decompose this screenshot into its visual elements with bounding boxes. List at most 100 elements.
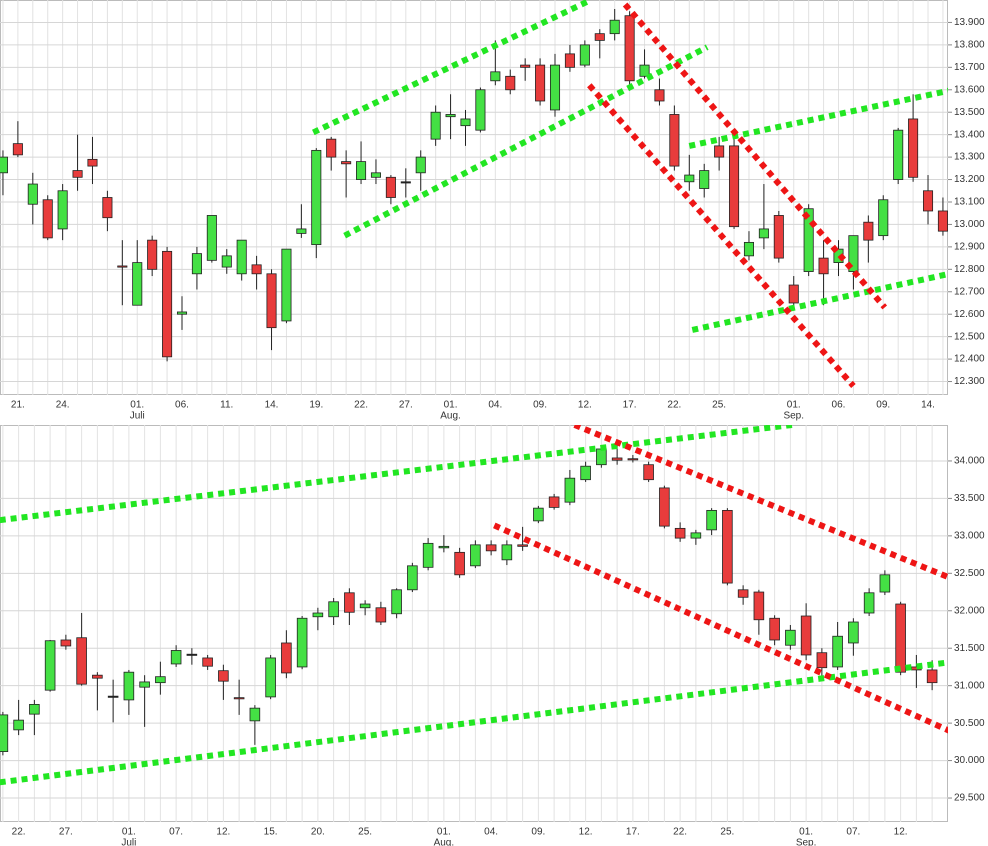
x-tick-label: 07. (846, 827, 860, 838)
x-tick-label: 01. (122, 827, 136, 838)
candle-body (296, 617, 308, 668)
candle-body (769, 617, 780, 641)
month-label: Juli (130, 411, 145, 422)
candle-body (659, 487, 670, 527)
candle-body (654, 89, 665, 102)
candle-body (341, 161, 352, 165)
y-tick-label: 12.500 (954, 331, 985, 342)
candle-body (848, 621, 859, 644)
candle-body (162, 250, 173, 358)
y-tick-label: 13.000 (954, 219, 985, 230)
x-tick-label: 25. (358, 827, 372, 838)
candle-body (535, 64, 546, 102)
candle-body (758, 228, 769, 239)
candle-body (391, 589, 402, 615)
plot-frame (0, 425, 948, 822)
candle-body (139, 681, 150, 688)
candle-body (76, 637, 87, 685)
candle-body (42, 199, 53, 239)
candle-body (800, 615, 812, 656)
x-tick-label: 12. (579, 827, 593, 838)
candle-body (501, 544, 513, 561)
candle-body (311, 149, 322, 246)
x-tick-label: 09. (531, 827, 545, 838)
candle-body (155, 676, 166, 684)
candle-body (218, 670, 229, 682)
candle-body (328, 601, 339, 618)
candle-body (533, 507, 544, 522)
candle-body (400, 181, 411, 184)
trendline (0, 425, 793, 524)
candle-body (470, 544, 481, 567)
candle-body (12, 143, 23, 156)
x-tick-label: 22. (667, 400, 681, 411)
y-tick-label: 12.300 (954, 376, 985, 387)
candle-body (385, 176, 396, 198)
x-tick-label: 17. (623, 400, 637, 411)
candle-body (236, 239, 247, 275)
trendline (493, 522, 948, 734)
x-tick-label: 07. (169, 827, 183, 838)
y-tick-label: 12.700 (954, 286, 985, 297)
candle-body (788, 284, 799, 304)
candle-body (490, 71, 501, 82)
candle-body (202, 657, 213, 667)
candle-body (816, 652, 828, 669)
candle-body (893, 129, 904, 180)
candle-body (72, 170, 83, 178)
y-tick-label: 30.500 (954, 718, 985, 729)
candle-body (848, 235, 859, 272)
candle-body (729, 145, 740, 228)
candle-body (690, 532, 702, 539)
x-tick-label: 17. (626, 827, 640, 838)
candle-body (0, 714, 9, 752)
trendline (312, 0, 593, 136)
y-tick-label: 13.900 (954, 17, 985, 28)
candle-body (643, 464, 654, 481)
x-tick-label: 14. (921, 400, 935, 411)
x-tick-label: 22. (354, 400, 368, 411)
candle-body (895, 603, 906, 673)
candle-body (475, 89, 486, 131)
candle-body (737, 589, 749, 598)
candle-body (922, 190, 934, 212)
candle-body (454, 551, 465, 576)
x-tick-label: 14. (265, 400, 279, 411)
candle-body (60, 639, 72, 647)
candle-body (170, 650, 182, 665)
trendline (573, 425, 948, 581)
candle-body (0, 156, 8, 174)
candle-body (785, 629, 796, 646)
candle-body (44, 640, 56, 691)
x-tick-label: 22. (12, 827, 26, 838)
x-tick-label: 20. (311, 827, 325, 838)
candle-body (27, 183, 38, 205)
y-tick-label: 13.300 (954, 152, 985, 163)
candle-body (624, 15, 635, 82)
x-tick-label: 01. (444, 400, 458, 411)
x-tick-label: 01. (130, 400, 144, 411)
trendline (343, 44, 709, 239)
candle-body (123, 671, 135, 701)
x-tick-label: 24. (56, 400, 70, 411)
candle-body (639, 64, 650, 77)
y-tick-label: 30.000 (954, 755, 985, 766)
candle-body (359, 603, 371, 609)
candle-body (102, 197, 113, 219)
candle-body (13, 719, 24, 731)
candle-body (580, 465, 591, 481)
candle-body (251, 264, 262, 275)
candle-body (627, 458, 639, 461)
y-tick-label: 12.600 (954, 309, 985, 320)
x-tick-label: 25. (712, 400, 726, 411)
trendline (587, 83, 856, 389)
candle-body (296, 228, 307, 234)
candle-body (485, 544, 497, 552)
candle-body (878, 199, 889, 237)
candle-body (722, 509, 733, 584)
x-tick-label: 19. (309, 400, 323, 411)
candle-body (147, 239, 158, 270)
candle-body (863, 221, 874, 241)
candle-body (594, 33, 605, 41)
